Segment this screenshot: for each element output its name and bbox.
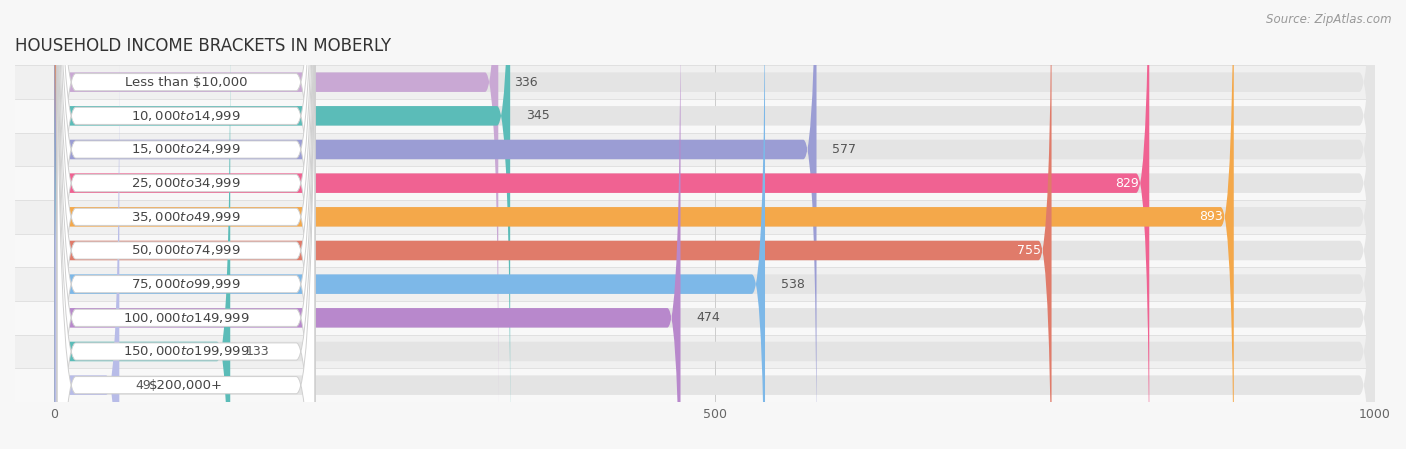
Text: 577: 577 — [832, 143, 856, 156]
Text: $10,000 to $14,999: $10,000 to $14,999 — [131, 109, 240, 123]
Bar — [15, 200, 1375, 233]
Text: $200,000+: $200,000+ — [149, 379, 224, 392]
Bar — [15, 66, 1375, 99]
Text: 755: 755 — [1017, 244, 1040, 257]
FancyBboxPatch shape — [55, 25, 231, 449]
FancyBboxPatch shape — [58, 0, 315, 449]
FancyBboxPatch shape — [58, 0, 315, 449]
Text: 345: 345 — [526, 110, 550, 122]
Bar — [15, 301, 1375, 335]
Text: $35,000 to $49,999: $35,000 to $49,999 — [131, 210, 240, 224]
FancyBboxPatch shape — [55, 0, 765, 449]
FancyBboxPatch shape — [55, 0, 1375, 449]
Bar — [15, 233, 1375, 267]
FancyBboxPatch shape — [58, 0, 315, 449]
Text: $15,000 to $24,999: $15,000 to $24,999 — [131, 142, 240, 157]
Text: $50,000 to $74,999: $50,000 to $74,999 — [131, 243, 240, 257]
Text: $75,000 to $99,999: $75,000 to $99,999 — [131, 277, 240, 291]
FancyBboxPatch shape — [58, 0, 315, 449]
Text: 893: 893 — [1199, 210, 1223, 223]
FancyBboxPatch shape — [58, 0, 315, 449]
FancyBboxPatch shape — [55, 58, 120, 449]
FancyBboxPatch shape — [55, 0, 510, 443]
FancyBboxPatch shape — [55, 0, 1375, 449]
Text: $100,000 to $149,999: $100,000 to $149,999 — [122, 311, 249, 325]
FancyBboxPatch shape — [55, 0, 1375, 449]
FancyBboxPatch shape — [55, 0, 1375, 449]
FancyBboxPatch shape — [58, 0, 315, 449]
FancyBboxPatch shape — [58, 0, 315, 449]
Bar — [15, 267, 1375, 301]
FancyBboxPatch shape — [58, 0, 315, 449]
Bar — [15, 368, 1375, 402]
Bar — [15, 132, 1375, 166]
Bar — [15, 99, 1375, 132]
FancyBboxPatch shape — [55, 0, 1375, 449]
FancyBboxPatch shape — [55, 0, 1375, 449]
Text: $150,000 to $199,999: $150,000 to $199,999 — [122, 344, 249, 358]
Text: HOUSEHOLD INCOME BRACKETS IN MOBERLY: HOUSEHOLD INCOME BRACKETS IN MOBERLY — [15, 37, 391, 55]
Bar — [15, 335, 1375, 368]
FancyBboxPatch shape — [55, 0, 1052, 449]
Text: 133: 133 — [246, 345, 270, 358]
FancyBboxPatch shape — [55, 0, 1375, 449]
FancyBboxPatch shape — [55, 0, 1234, 449]
FancyBboxPatch shape — [58, 0, 315, 449]
FancyBboxPatch shape — [55, 0, 1375, 449]
Text: 336: 336 — [515, 76, 537, 88]
Text: $25,000 to $34,999: $25,000 to $34,999 — [131, 176, 240, 190]
FancyBboxPatch shape — [55, 0, 498, 409]
Text: 538: 538 — [780, 277, 804, 291]
FancyBboxPatch shape — [55, 0, 1149, 449]
FancyBboxPatch shape — [55, 0, 1375, 449]
Text: 829: 829 — [1115, 176, 1139, 189]
Text: Less than $10,000: Less than $10,000 — [125, 76, 247, 88]
FancyBboxPatch shape — [55, 0, 681, 449]
FancyBboxPatch shape — [55, 0, 817, 449]
Text: 49: 49 — [135, 379, 150, 392]
Bar — [15, 166, 1375, 200]
Text: Source: ZipAtlas.com: Source: ZipAtlas.com — [1267, 13, 1392, 26]
Text: 474: 474 — [696, 311, 720, 324]
FancyBboxPatch shape — [58, 0, 315, 449]
FancyBboxPatch shape — [55, 0, 1375, 449]
